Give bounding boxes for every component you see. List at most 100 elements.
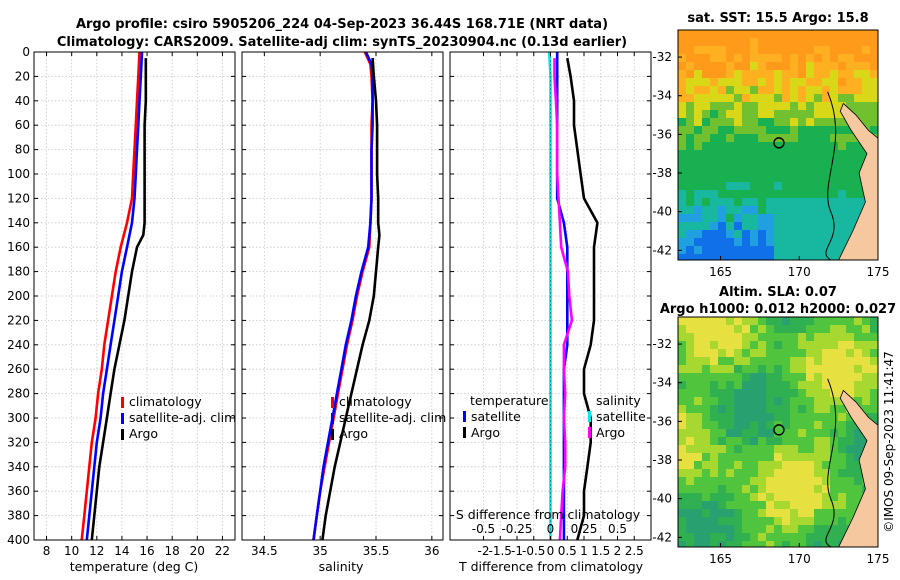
map-cell	[726, 142, 735, 151]
difference-profile-panel: -2 -1.5 -1 -0.5 0 0.5 1 1.5 2 2.5-0.5 -0.25 0 0.25 0.…	[449, 51, 652, 558]
map-cell	[678, 126, 687, 135]
map-cell	[830, 190, 839, 199]
map-cell	[734, 94, 743, 103]
map-cell	[790, 62, 799, 71]
y-tick-label: 260	[7, 362, 30, 376]
map-cell	[846, 166, 855, 175]
map-cell	[830, 70, 839, 79]
map-cell	[678, 254, 687, 260]
map-cell	[870, 86, 878, 95]
map-cell	[718, 126, 727, 135]
map-cell	[782, 134, 791, 143]
map-cell	[734, 389, 743, 398]
map-cell	[726, 437, 735, 446]
legend-label-s-satellite: satellite	[596, 409, 646, 424]
map-cell	[846, 349, 855, 358]
map-cell	[750, 509, 759, 518]
map-cell	[838, 501, 847, 510]
map-cell	[686, 54, 695, 63]
map-cell	[790, 198, 799, 207]
map-cell	[870, 325, 878, 334]
map-cell	[846, 421, 855, 430]
map-cell	[678, 429, 687, 438]
map-cell	[782, 397, 791, 406]
map-cell	[822, 421, 831, 430]
map-cell	[702, 46, 711, 55]
map-cell	[702, 246, 711, 255]
map-cell	[790, 325, 799, 334]
map-cell	[830, 166, 839, 175]
map-cell	[718, 493, 727, 502]
map-cell	[782, 349, 791, 358]
map-cell	[814, 341, 823, 350]
map-cell	[742, 198, 751, 207]
map-cell	[702, 333, 711, 342]
profile-legend-salinity: climatology satellite-adj. clim Argo	[331, 394, 446, 441]
map-cell	[726, 54, 735, 63]
map-cell	[694, 349, 703, 358]
map-cell	[806, 445, 815, 454]
x-tick-label: -1.5	[489, 544, 512, 558]
map-cell	[806, 246, 815, 255]
map-cell	[870, 70, 878, 79]
map-cell	[782, 429, 791, 438]
map-cell	[718, 421, 727, 430]
map-cell	[734, 325, 743, 334]
map-cell	[750, 38, 759, 47]
map-cell	[774, 158, 783, 167]
map-cell	[766, 230, 775, 239]
map-cell	[774, 150, 783, 159]
map-cell	[766, 485, 775, 494]
map-cell	[814, 70, 823, 79]
map-cell	[750, 541, 759, 547]
map-cell	[678, 62, 687, 71]
map-cell	[734, 174, 743, 183]
map-cell	[790, 38, 799, 47]
map-cell	[718, 413, 727, 422]
map-cell	[734, 150, 743, 159]
map-cell	[774, 365, 783, 374]
map-cell	[742, 150, 751, 159]
map-cell	[774, 493, 783, 502]
map-cell	[806, 365, 815, 374]
map-cell	[814, 453, 823, 462]
map-cell	[710, 190, 719, 199]
map-cell	[782, 357, 791, 366]
map-cell	[766, 453, 775, 462]
map-cell	[726, 533, 735, 542]
map-cell	[798, 46, 807, 55]
map-cell	[790, 453, 799, 462]
map-cell	[702, 182, 711, 191]
map-cell	[814, 142, 823, 151]
map-cell	[718, 86, 727, 95]
map-cell	[758, 198, 767, 207]
map-cell	[782, 118, 791, 127]
map-cell	[734, 357, 743, 366]
map-cell	[758, 142, 767, 151]
map-cell	[774, 118, 783, 127]
map-cell	[750, 70, 759, 79]
map-cell	[686, 62, 695, 71]
map-cell	[678, 222, 687, 231]
map-cell	[726, 317, 735, 326]
map-cell	[822, 38, 831, 47]
map-cell	[798, 190, 807, 199]
map-cell	[806, 341, 815, 350]
map-cell	[766, 102, 775, 111]
map-cell	[798, 222, 807, 231]
map-cell	[726, 333, 735, 342]
map-cell	[678, 238, 687, 247]
map-cell	[718, 46, 727, 55]
map-cell	[790, 142, 799, 151]
map-cell	[742, 349, 751, 358]
map-cell	[806, 421, 815, 430]
map-cell	[726, 222, 735, 231]
map-cell	[774, 94, 783, 103]
map-cell	[742, 325, 751, 334]
map-cell	[838, 509, 847, 518]
temperature-profile-panel: 8 10 12 14 16 18 20 220204060801001201401601802…	[7, 45, 236, 558]
map-cell	[838, 453, 847, 462]
map-cell	[686, 230, 695, 239]
map-cell	[766, 429, 775, 438]
map-cell	[742, 126, 751, 135]
